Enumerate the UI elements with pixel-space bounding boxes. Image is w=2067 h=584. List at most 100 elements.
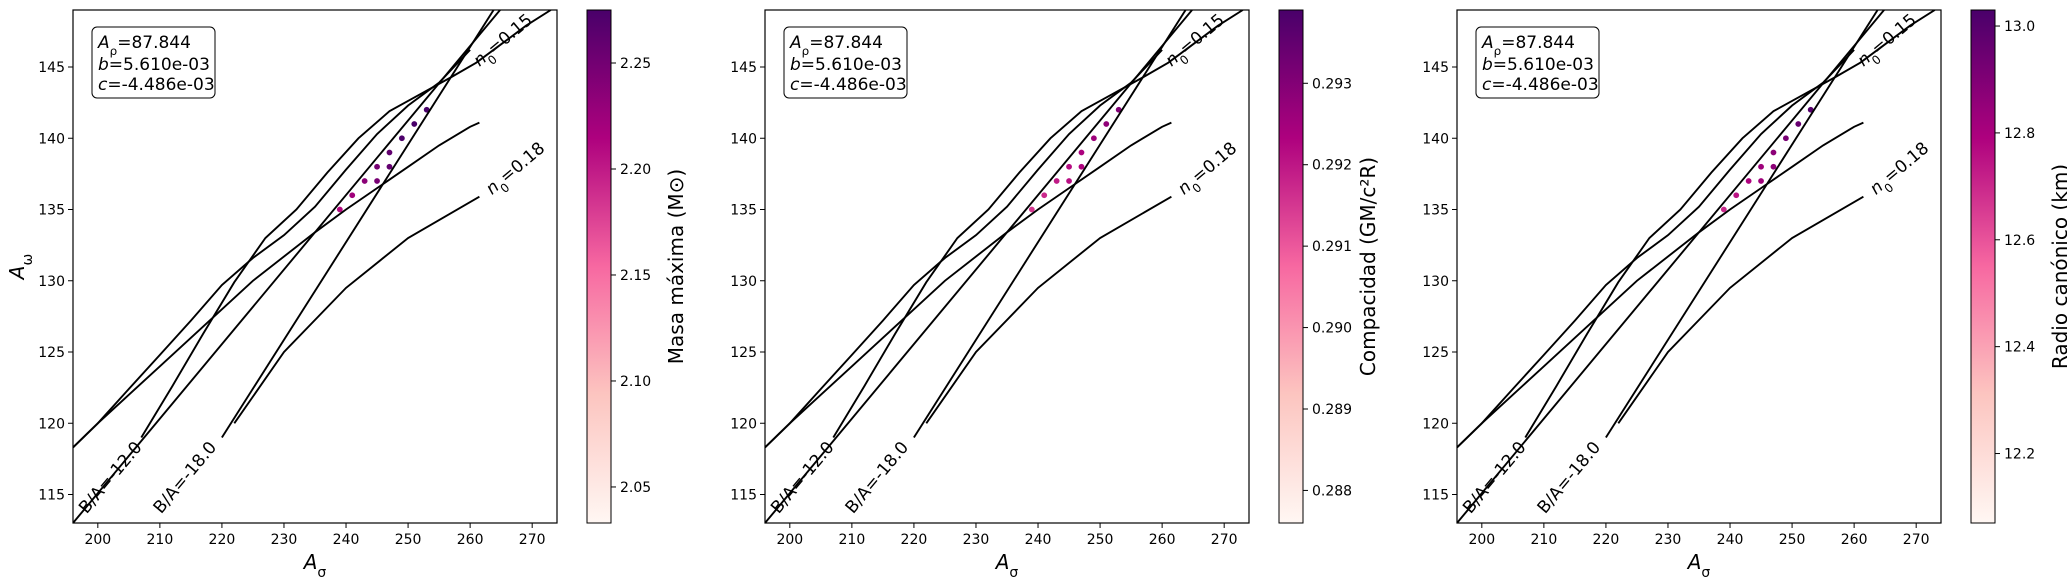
y-tick-label: 130 [730, 274, 757, 290]
scatter-point [349, 192, 356, 199]
panel-2: 200 210 220 230 240 250 260 270 115 120 125 130 135 1… [730, 9, 1380, 581]
scatter-point [398, 135, 405, 142]
colorbar-tick-label: 2.10 [620, 374, 651, 390]
info-b: b=5.610e-03 [1482, 55, 1594, 75]
scatter-point [374, 178, 380, 184]
info-b: b=5.610e-03 [98, 55, 210, 75]
x-tick-label: 270 [1903, 532, 1930, 548]
x-tick-label: 220 [1593, 532, 1620, 548]
colorbar-tick-label: 2.25 [620, 56, 651, 72]
scatter-point [1078, 163, 1085, 170]
colorbar-tick-label: 0.290 [1312, 321, 1352, 337]
y-tick-label: 145 [730, 60, 757, 76]
x-tick-label: 250 [395, 532, 422, 548]
x-tick-label: 230 [963, 532, 990, 548]
x-axis-title: Aσ [302, 550, 327, 581]
x-tick-label: 210 [839, 532, 866, 548]
scatter-point [1745, 178, 1752, 184]
label-n0-018: n0=0.18 [482, 138, 552, 202]
label-ba-12: B/A=-12.0 [75, 438, 146, 518]
scatter-point [411, 121, 418, 127]
label-ba-12: B/A=-12.0 [767, 438, 838, 518]
x-tick-label: 230 [1655, 532, 1682, 548]
scatter-point [1770, 149, 1777, 156]
colorbar-tick-label: 0.289 [1312, 402, 1352, 418]
colorbar-tick-label: 2.05 [620, 480, 651, 496]
scatter-point [1078, 149, 1085, 156]
info-c: c=-4.486e-03 [790, 75, 907, 95]
y-tick-label: 125 [1422, 345, 1449, 361]
scatter-point [1795, 121, 1802, 127]
label-n0-015: n0=0.15 [470, 10, 540, 74]
label-n0-015: n0=0.15 [1162, 10, 1232, 74]
y-tick-label: 140 [730, 131, 757, 147]
scatter-point [1782, 135, 1789, 142]
x-tick-label: 240 [1025, 532, 1052, 548]
colorbar-tick-label: 12.8 [2004, 126, 2035, 142]
colorbar-tick-label: 0.293 [1312, 76, 1352, 92]
curve-upper [1457, 49, 1855, 449]
curve-n0-018 [765, 121, 1172, 449]
panel-1: 200 210 220 230 240 250 260 270 115 120 125 130 135 1… [5, 9, 688, 581]
y-tick-label: 115 [1422, 488, 1449, 504]
curve-ba-18 [1605, 10, 1879, 439]
x-tick-label: 270 [1211, 532, 1238, 548]
scatter-point [1758, 178, 1764, 184]
panel-3: 200 210 220 230 240 250 260 270 115 120 125 130 135 1… [1422, 9, 2067, 581]
x-tick-label: 250 [1779, 532, 1806, 548]
y-tick-label: 115 [730, 488, 757, 504]
y-tick-label: 115 [38, 488, 65, 504]
x-tick-label: 220 [209, 532, 236, 548]
y-tick-label: 135 [730, 203, 757, 219]
info-c: c=-4.486e-03 [98, 75, 215, 95]
scatter-point [336, 206, 343, 213]
colorbar-tick-label: 12.4 [2004, 340, 2035, 356]
scatter-point [374, 163, 380, 170]
colorbar-title: Radio canónico (km) [2048, 164, 2067, 369]
curve-n0-018 [73, 121, 480, 449]
scatter-point [1041, 192, 1048, 199]
x-axis-title: Aσ [994, 550, 1019, 581]
colorbar-title: Masa máxima (M⊙) [664, 169, 688, 364]
info-c: c=-4.486e-03 [1482, 75, 1599, 95]
axes-frame [1456, 9, 1942, 524]
y-tick-label: 135 [38, 203, 65, 219]
y-tick-label: 140 [38, 131, 65, 147]
colorbar-title: Compacidad (GM/c²R) [1356, 157, 1380, 376]
y-tick-label: 120 [730, 416, 757, 432]
axes-frame [764, 9, 1250, 524]
info-a-rho: Aρ=87.844 [789, 33, 883, 58]
x-tick-label: 200 [776, 532, 803, 548]
curve-ba-18 [221, 10, 495, 439]
colorbar-gradient [1970, 9, 1996, 524]
x-tick-label: 200 [84, 532, 111, 548]
colorbar-tick-label: 12.2 [2004, 447, 2035, 463]
scatter-point [1066, 178, 1072, 184]
x-tick-label: 240 [333, 532, 360, 548]
x-tick-label: 260 [457, 532, 484, 548]
label-n0-015: n0=0.15 [1854, 10, 1924, 74]
scatter-point [1028, 206, 1035, 213]
colorbar: 0.288 0.289 0.290 0.291 0.292 0.293 Compacidad… [1278, 9, 1380, 524]
info-a-rho: Aρ=87.844 [1481, 33, 1575, 58]
colorbar-tick-label: 12.6 [2004, 233, 2035, 249]
colorbar: 2.05 2.10 2.15 2.20 2.25 Masa máxima (M⊙) [586, 9, 688, 524]
label-n0-018: n0=0.18 [1866, 138, 1936, 202]
curve-ba-18 [913, 10, 1187, 439]
plot-area [73, 10, 552, 523]
label-ba-12: B/A=-12.0 [1459, 438, 1530, 518]
x-tick-label: 230 [271, 532, 298, 548]
x-axis-title: Aσ [1686, 550, 1711, 581]
y-tick-label: 130 [1422, 274, 1449, 290]
colorbar-tick-label: 13.0 [2004, 19, 2035, 35]
y-tick-label: 145 [1422, 60, 1449, 76]
colorbar-tick-label: 0.288 [1312, 483, 1352, 499]
colorbar-tick-label: 2.20 [620, 162, 651, 178]
scatter-point [386, 149, 393, 156]
x-tick-label: 210 [147, 532, 174, 548]
y-tick-label: 145 [38, 60, 65, 76]
scatter-point [1103, 121, 1110, 127]
curve-upper [73, 49, 471, 449]
curve-lower [233, 195, 480, 424]
